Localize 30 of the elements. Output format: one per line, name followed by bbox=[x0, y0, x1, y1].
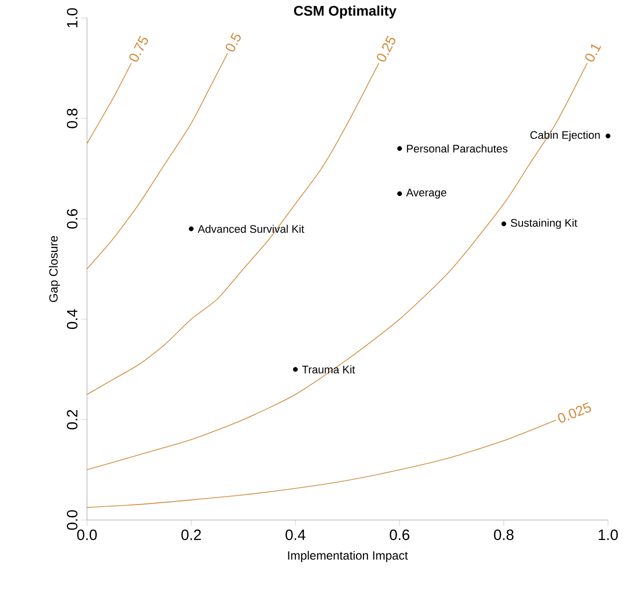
annotation: Personal Parachutes bbox=[407, 144, 508, 153]
y-tick-label: 0.2 bbox=[66, 410, 78, 430]
text: 0.025 bbox=[558, 402, 591, 423]
y-tick-label: 0.8 bbox=[66, 108, 78, 128]
x-tick-label: 0.8 bbox=[494, 530, 514, 540]
annotation: Average bbox=[406, 188, 446, 199]
text: 0.5 bbox=[226, 32, 241, 52]
text: 0.75 bbox=[129, 36, 148, 62]
x-tick-label: 0.4 bbox=[286, 530, 306, 540]
x-tick-label: 0.0 bbox=[77, 530, 97, 540]
text: 0.1 bbox=[585, 44, 602, 62]
y-tick-label: 0.4 bbox=[66, 309, 78, 330]
y-tick-label: 0.6 bbox=[66, 209, 78, 229]
line-series bbox=[86, 62, 380, 395]
point bbox=[397, 146, 402, 151]
chart-title: CSM Optimality bbox=[294, 5, 396, 18]
y-axis-title: Gap Closure bbox=[48, 236, 60, 302]
x-tick-label: 0.2 bbox=[181, 530, 201, 540]
point bbox=[397, 191, 402, 196]
point bbox=[188, 226, 194, 232]
x-tick-label: 0.6 bbox=[390, 530, 410, 540]
point bbox=[293, 366, 298, 372]
point bbox=[501, 221, 506, 226]
y-tick-label: 1.0 bbox=[66, 8, 78, 28]
x-axis-title: Implementation Impact bbox=[288, 550, 408, 562]
point bbox=[606, 134, 610, 138]
annotation: Sustaining Kit bbox=[510, 218, 578, 229]
x-tick-label: 1.0 bbox=[598, 530, 618, 540]
line-series bbox=[86, 420, 556, 508]
text: 0.25 bbox=[376, 36, 396, 62]
